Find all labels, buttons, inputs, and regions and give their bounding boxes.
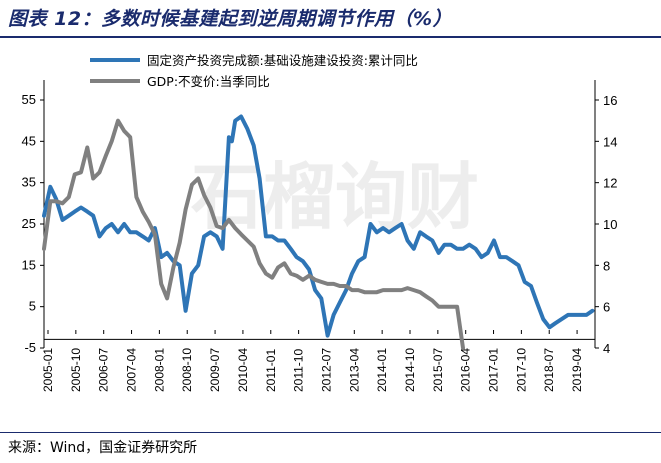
source-divider (0, 432, 661, 433)
right-tick-label: 4 (603, 341, 610, 356)
series-line-infrastructure (42, 114, 595, 338)
legend: 固定资产投资完成额:基础设施建设投资:累计同比 GDP:不变价:当季同比 (90, 53, 418, 89)
left-tick-label: 5 (29, 299, 36, 314)
right-tick-label: 6 (603, 300, 610, 315)
left-tick-label: 15 (22, 257, 36, 272)
left-tick-label: -5 (24, 340, 36, 355)
watermark: 石榴询财 (191, 155, 479, 239)
x-tick-label: 2011-10 (292, 349, 306, 392)
x-tick-label: 2017-10 (514, 348, 528, 392)
x-tick-label: 2017-01 (487, 348, 501, 392)
x-tick-label: 2010-04 (236, 348, 250, 392)
x-tick-label: 2008-10 (180, 348, 194, 392)
x-tick-label: 2008-01 (152, 348, 166, 392)
source-note: 来源：Wind，国金证券研究所 (8, 440, 198, 456)
x-tick-label: 2015-07 (431, 348, 445, 392)
x-tick-label: 2005-10 (69, 348, 83, 392)
chart-title: 图表 12：多数时候基建起到逆周期调节作用（%） (8, 8, 453, 30)
legend-label-infrastructure: 固定资产投资完成额:基础设施建设投资:累计同比 (147, 53, 418, 68)
x-tick-label: 2006-07 (97, 348, 111, 392)
x-tick-label: 2012-07 (319, 348, 333, 392)
left-tick-label: 55 (22, 92, 36, 107)
right-tick-label: 12 (603, 176, 617, 191)
left-tick-label: 25 (22, 216, 36, 231)
x-tick-label: 2019-04 (570, 348, 584, 392)
right-tick-label: 14 (603, 134, 617, 149)
title-divider (0, 36, 661, 38)
x-tick-label: 2016-04 (459, 348, 473, 392)
left-tick-label: 35 (22, 175, 36, 190)
x-tick-label: 2013-04 (347, 348, 361, 392)
right-tick-label: 16 (603, 93, 617, 108)
left-tick-label: 45 (22, 133, 36, 148)
x-tick-label: 2018-07 (542, 348, 556, 392)
right-tick-label: 10 (603, 217, 617, 232)
x-tick-label: 2011-01 (264, 349, 278, 392)
series-line-gdp (42, 118, 465, 350)
legend-label-gdp: GDP:不变价:当季同比 (147, 74, 270, 89)
right-tick-label: 8 (603, 258, 610, 273)
x-tick-label: 2014-01 (375, 348, 389, 392)
x-tick-label: 2005-01 (41, 348, 55, 392)
x-tick-label: 2014-10 (403, 348, 417, 392)
x-tick-label: 2007-04 (125, 348, 139, 392)
x-tick-label: 2009-07 (208, 348, 222, 392)
